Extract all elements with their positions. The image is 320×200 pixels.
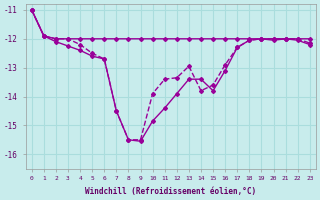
X-axis label: Windchill (Refroidissement éolien,°C): Windchill (Refroidissement éolien,°C) (85, 187, 256, 196)
